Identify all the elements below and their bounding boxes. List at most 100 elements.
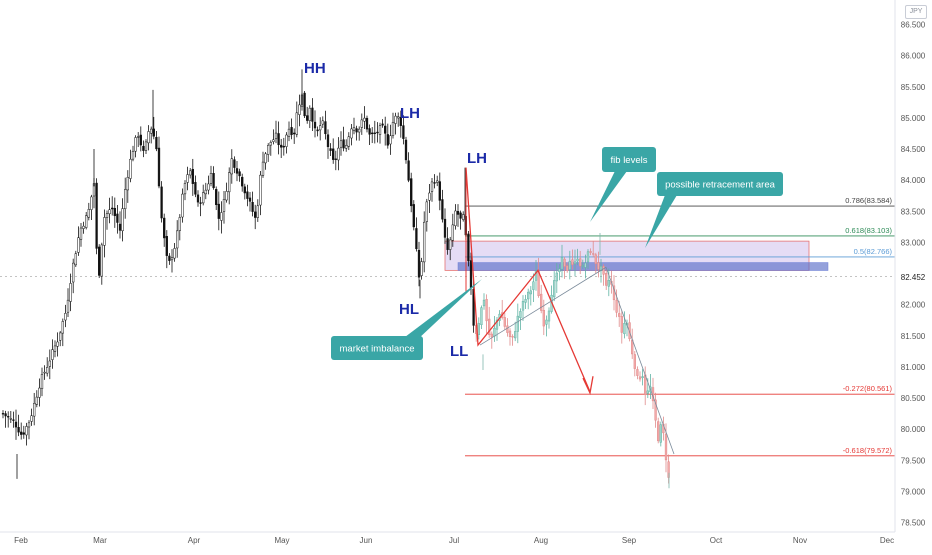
candle bbox=[150, 126, 153, 144]
candle-body bbox=[269, 142, 272, 146]
candle bbox=[79, 223, 83, 247]
candle bbox=[410, 172, 413, 213]
candle bbox=[334, 150, 337, 171]
candle-body bbox=[394, 115, 397, 124]
candle bbox=[277, 121, 280, 155]
candle bbox=[191, 158, 194, 196]
candle-body bbox=[230, 158, 233, 175]
candle-body bbox=[95, 182, 98, 249]
candle bbox=[142, 140, 145, 158]
candle bbox=[446, 227, 449, 255]
candle bbox=[212, 166, 215, 190]
candle-body bbox=[129, 158, 132, 179]
candle bbox=[339, 131, 343, 156]
candle-body bbox=[66, 299, 70, 313]
candle bbox=[295, 101, 298, 138]
candle-body bbox=[251, 202, 254, 212]
candle-body bbox=[410, 178, 413, 207]
candles bbox=[1, 69, 670, 489]
candle bbox=[420, 257, 423, 280]
x-tick-label: Jun bbox=[360, 536, 373, 545]
candle-body bbox=[389, 135, 392, 145]
candle bbox=[358, 126, 361, 141]
callout-tail bbox=[590, 171, 627, 222]
candle bbox=[285, 132, 288, 154]
time-axis[interactable]: Feb Mar Apr May Jun Jul Aug Sep Oct Nov Dec bbox=[0, 531, 895, 545]
candle bbox=[267, 143, 270, 162]
candle bbox=[82, 221, 85, 234]
candle bbox=[568, 250, 571, 280]
candle bbox=[654, 392, 657, 428]
candle bbox=[381, 119, 384, 128]
candle-body bbox=[490, 333, 493, 338]
candle-body bbox=[194, 182, 197, 195]
candle bbox=[1, 410, 5, 419]
candle-body bbox=[545, 319, 548, 325]
candle bbox=[293, 128, 296, 144]
candle bbox=[124, 177, 127, 219]
candle-body bbox=[365, 117, 369, 130]
candle bbox=[345, 139, 348, 152]
price-axis[interactable]: 78.500 79.000 79.500 80.000 80.500 81.000 81.5… bbox=[894, 0, 926, 532]
fib-label: -0.272(80.561) bbox=[843, 384, 893, 393]
candle bbox=[423, 211, 426, 273]
candle bbox=[477, 317, 480, 340]
candle bbox=[311, 98, 314, 132]
candle bbox=[342, 126, 345, 152]
candle-body bbox=[573, 261, 577, 265]
candle-body bbox=[659, 424, 662, 443]
candle-body bbox=[22, 432, 25, 435]
candle bbox=[589, 248, 592, 256]
candle bbox=[118, 211, 122, 239]
x-tick-label: Feb bbox=[14, 536, 28, 545]
candle bbox=[428, 183, 431, 213]
candle-body bbox=[217, 203, 220, 219]
candle bbox=[14, 409, 18, 440]
y-tick-label: 85.500 bbox=[901, 83, 926, 92]
candle bbox=[181, 188, 184, 223]
candle-body bbox=[85, 215, 88, 228]
candle-body bbox=[163, 217, 166, 239]
candle bbox=[176, 220, 179, 258]
candle bbox=[573, 249, 577, 277]
candle-body bbox=[576, 258, 579, 262]
candle bbox=[207, 175, 210, 195]
candle bbox=[368, 124, 371, 145]
y-tick-label: 84.500 bbox=[901, 145, 926, 154]
candle-body bbox=[433, 182, 436, 184]
candle bbox=[397, 112, 400, 127]
candle bbox=[620, 310, 623, 344]
candle-body bbox=[615, 299, 618, 313]
fib-label: -0.618(79.572) bbox=[843, 446, 893, 455]
candle-body bbox=[155, 137, 158, 150]
candle-body bbox=[342, 139, 345, 149]
candle-body bbox=[56, 341, 59, 347]
candle-body bbox=[33, 403, 36, 417]
candle-body bbox=[113, 207, 116, 217]
candle bbox=[48, 349, 51, 380]
candle bbox=[38, 378, 41, 407]
candle bbox=[404, 136, 408, 164]
candle-body bbox=[139, 134, 142, 146]
candle-body bbox=[189, 170, 192, 176]
candle bbox=[352, 117, 356, 135]
candle-body bbox=[82, 225, 85, 229]
candle bbox=[329, 143, 332, 157]
candle-body bbox=[220, 212, 223, 221]
candle bbox=[168, 253, 171, 265]
candle-body bbox=[425, 201, 428, 222]
candle bbox=[256, 199, 259, 222]
y-tick-label: 80.000 bbox=[901, 425, 926, 434]
candle-body bbox=[352, 127, 356, 131]
candle-body bbox=[17, 427, 20, 433]
candle-body bbox=[363, 117, 366, 122]
candle bbox=[290, 118, 293, 140]
candle bbox=[459, 210, 462, 230]
candle-body bbox=[277, 133, 280, 146]
x-tick-label: Sep bbox=[622, 536, 637, 545]
candle bbox=[220, 201, 223, 234]
candle bbox=[69, 273, 72, 312]
candle bbox=[233, 156, 236, 174]
